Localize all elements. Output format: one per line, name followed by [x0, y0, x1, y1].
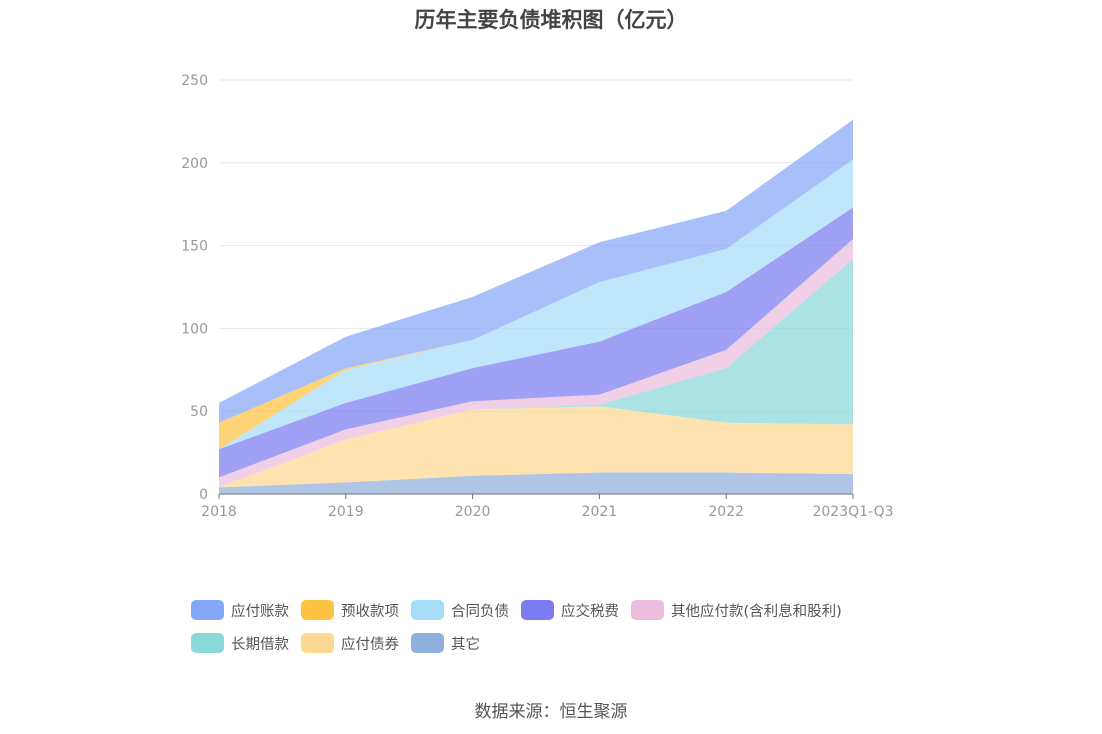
legend-swatch	[301, 600, 334, 620]
legend-swatch	[191, 600, 224, 620]
legend-item[interactable]: 应交税费	[521, 600, 619, 620]
legend-label: 应交税费	[561, 603, 619, 620]
x-tick-label: 2022	[708, 504, 744, 520]
chart-title: 历年主要负债堆积图（亿元）	[414, 8, 688, 32]
legend-swatch	[631, 600, 664, 620]
area-series-7	[219, 119, 853, 423]
x-tick-label: 2019	[328, 504, 364, 520]
legend: 应付账款 预收款项 合同负债 应交税费 其他应付款(含利息和股利) 长期借款 应付债券 其它	[191, 600, 931, 653]
legend-swatch	[191, 633, 224, 653]
y-tick-label: 50	[190, 404, 208, 420]
y-tick-label: 0	[199, 487, 208, 503]
legend-item[interactable]: 应付债券	[301, 633, 399, 653]
legend-swatch	[411, 600, 444, 620]
chart-plot: 0 50 100 150 200 250 2018 2019 2020 2021 2022 2023Q…	[181, 73, 893, 520]
legend-item[interactable]: 合同负债	[411, 600, 509, 620]
legend-swatch	[301, 633, 334, 653]
legend-label: 预收款项	[341, 603, 399, 620]
legend-swatch	[521, 600, 554, 620]
legend-label: 长期借款	[231, 636, 289, 653]
area-series-0	[219, 472, 853, 494]
axes: 0 50 100 150 200 250 2018 2019 2020 2021 2022 2023Q…	[181, 73, 893, 520]
y-tick-label: 100	[181, 321, 208, 337]
source-note: 数据来源：恒生聚源	[474, 702, 628, 722]
legend-label: 应付账款	[231, 603, 289, 620]
legend-item[interactable]: 预收款项	[301, 600, 399, 620]
x-tick-label: 2020	[455, 504, 491, 520]
legend-swatch	[411, 633, 444, 653]
y-tick-label: 250	[181, 73, 208, 89]
x-tick-label: 2021	[582, 504, 618, 520]
area-series-1	[219, 406, 853, 488]
legend-item[interactable]: 其他应付款(含利息和股利)	[631, 600, 842, 620]
y-tick-label: 150	[181, 239, 208, 255]
area-series-layer	[219, 119, 853, 494]
legend-label: 应付债券	[341, 636, 399, 653]
legend-item[interactable]: 其它	[411, 633, 480, 653]
legend-label: 其它	[451, 636, 480, 653]
y-tick-label: 200	[181, 156, 208, 172]
area-series-2	[219, 258, 853, 488]
area-series-3	[219, 239, 853, 488]
x-tick-label: 2018	[201, 504, 237, 520]
legend-label: 合同负债	[451, 603, 509, 620]
area-series-5	[219, 159, 853, 450]
legend-item[interactable]: 长期借款	[191, 633, 289, 653]
legend-item[interactable]: 应付账款	[191, 600, 289, 620]
legend-label: 其他应付款(含利息和股利)	[671, 603, 842, 620]
x-tick-label: 2023Q1-Q3	[812, 504, 893, 520]
area-series-4	[219, 207, 853, 478]
